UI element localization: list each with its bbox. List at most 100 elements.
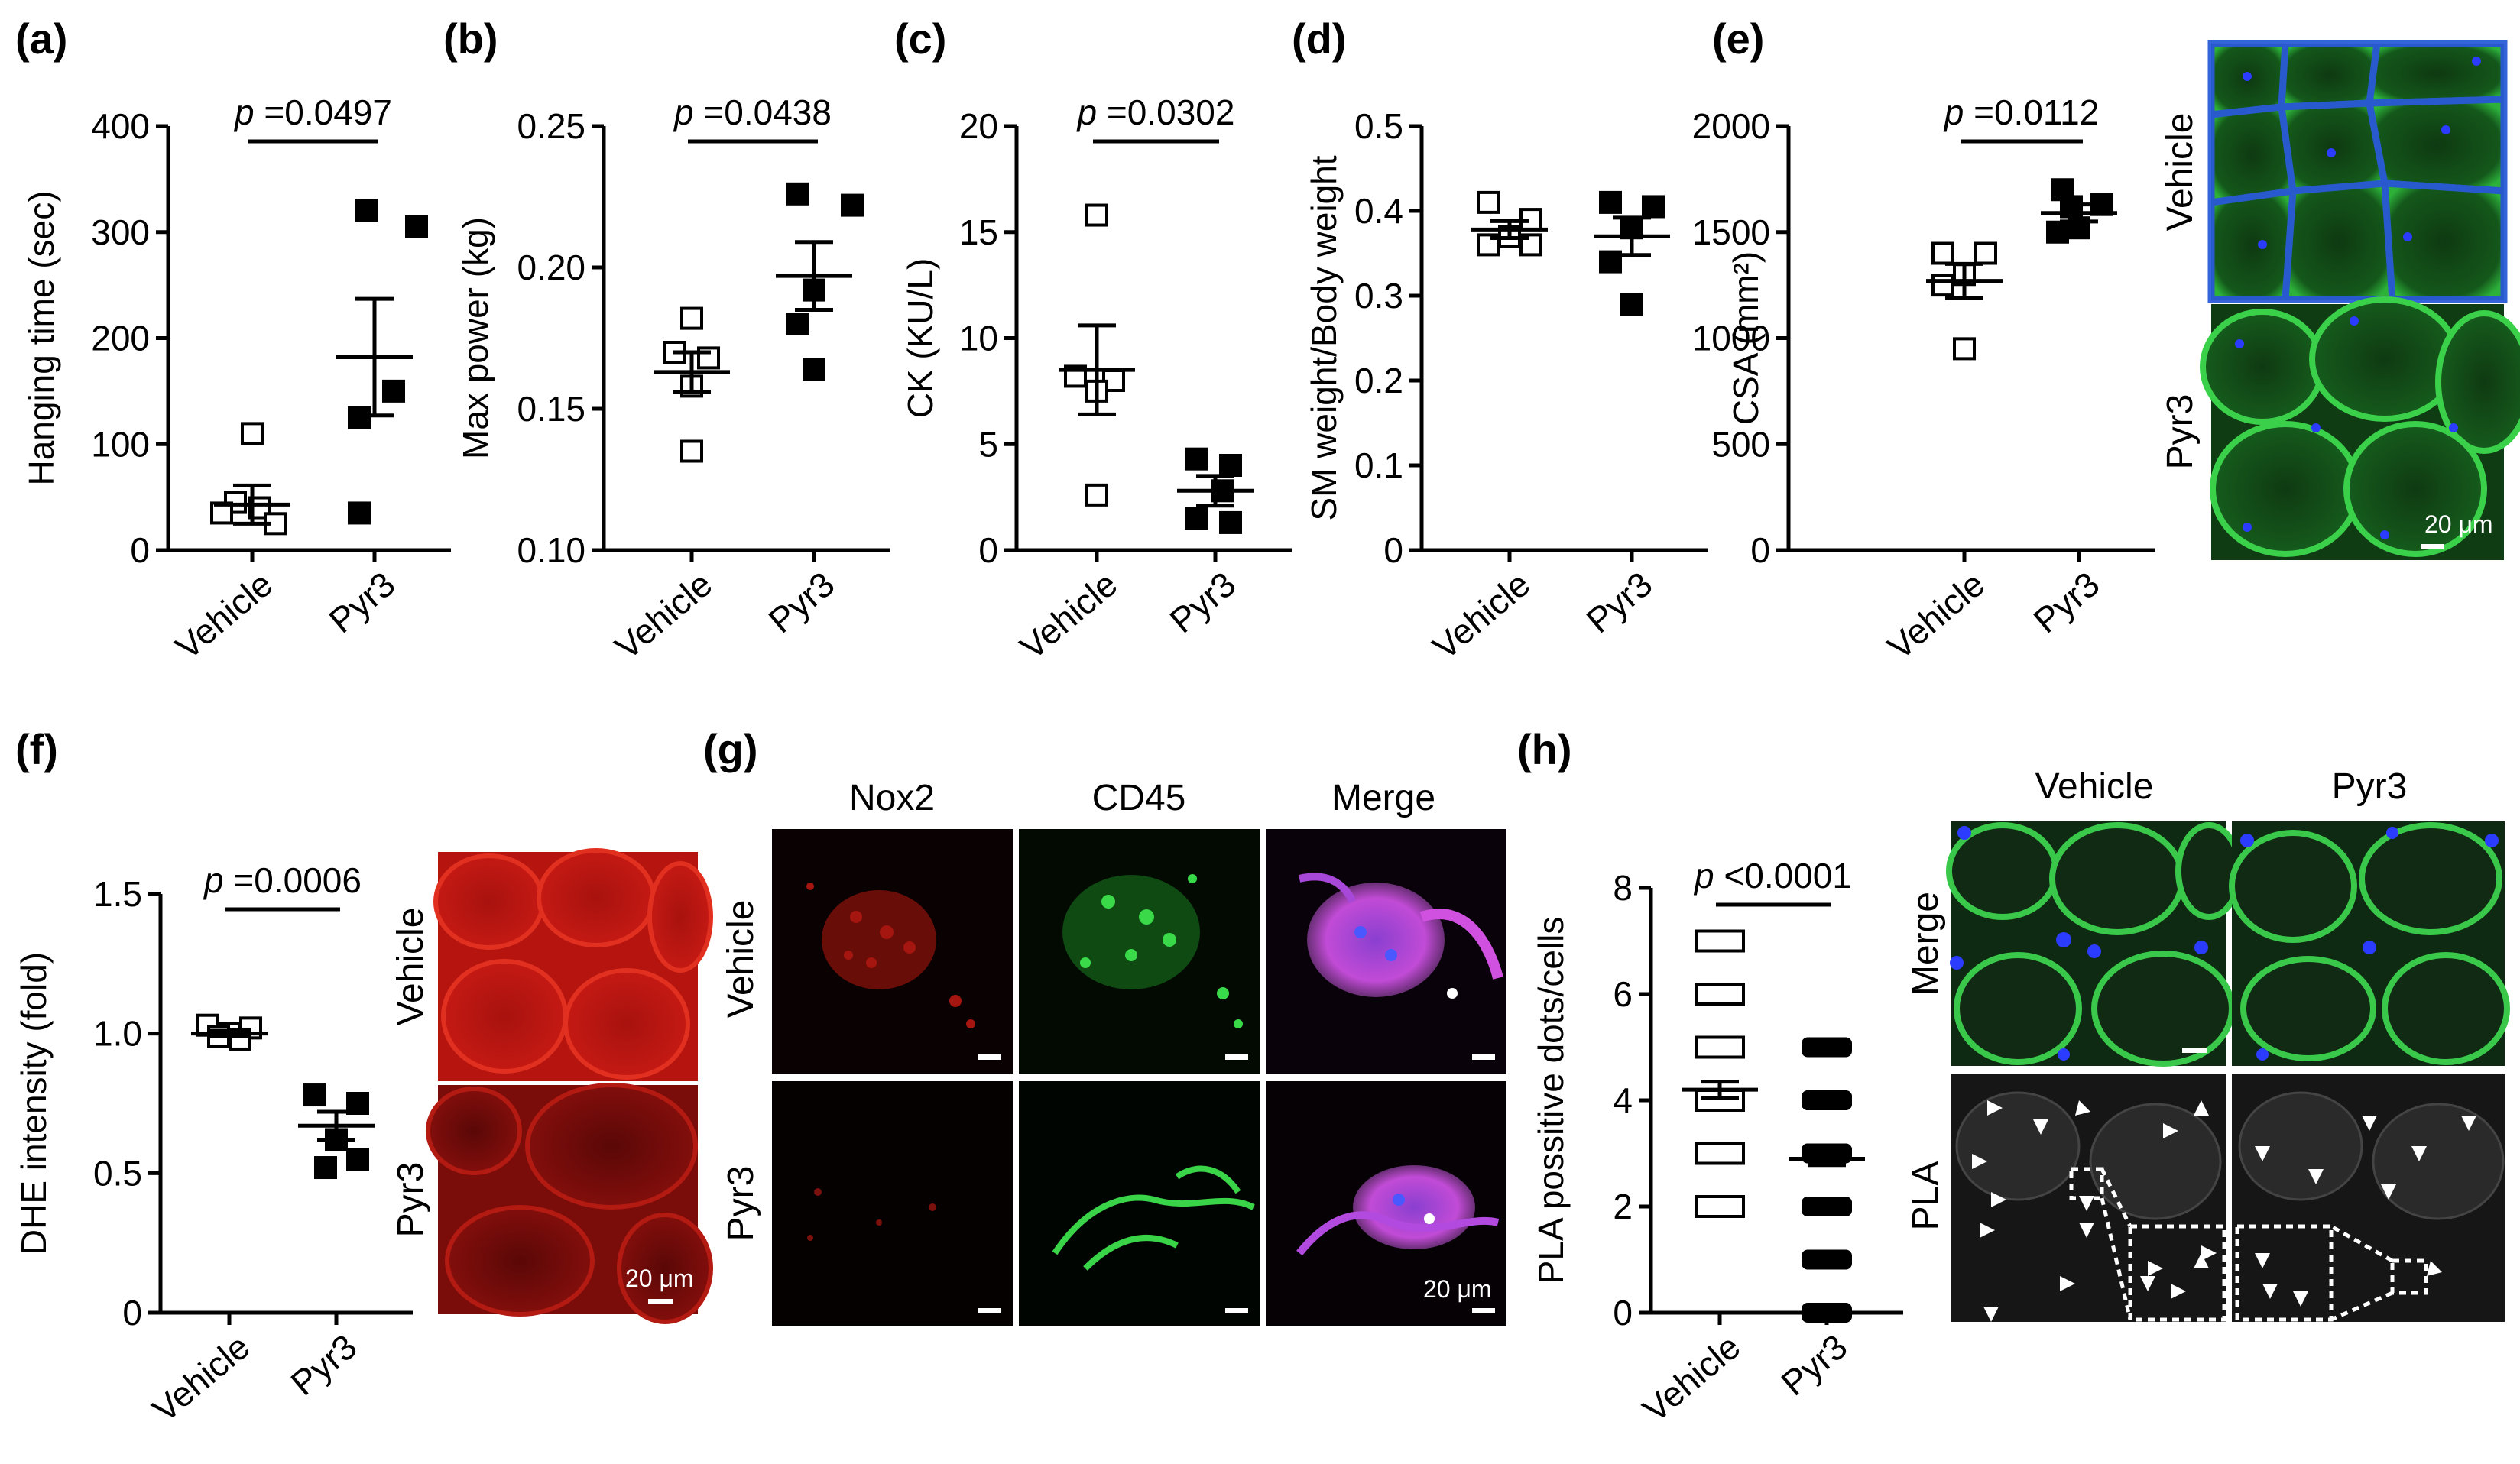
chart-ck: 0 5 10 15 20 CK (KU/L) Vehicle Pyr3 p =0.0302 [900,92,1292,667]
p-value-e: p =0.0112 [1943,92,2100,132]
micrograph-e-scale-label: 20 μm [2424,510,2493,538]
x-tick-label-f-0: Vehicle [144,1326,257,1430]
y-tick-label-a-1: 100 [91,424,150,464]
chart-csa: 0 500 1000 1500 2000 CSA (mm²) Vehicle Pyr3 p =0… [1692,92,2155,667]
x-tick-label-c-1: Pyr3 [1163,564,1244,641]
y-tick-label-h-0: 0 [1613,1293,1633,1333]
micrograph-g-pyr3-cd45-signal [1052,1165,1255,1271]
data-point-e-0-3 [1931,274,1954,297]
panel-label-e: (e) [1712,15,1764,63]
micrograph-e: 20 μm Vehicle Pyr3 [2160,40,2520,560]
micrograph-f-row-pyr3: Pyr3 [391,1162,431,1238]
micrograph-h-scale-bar [2182,1048,2207,1053]
micrograph-g-scale-1 [978,1054,1001,1060]
y-tick-label-d-2: 0.2 [1354,361,1403,400]
micrograph-f-row-vehicle: Vehicle [391,908,431,1026]
y-axis-label-a: Hanging time (sec) [21,190,61,485]
p-value-b: p =0.0438 [673,92,832,132]
data-point-e-1-4 [2046,220,2069,244]
y-axis-label-b: Max power (kg) [456,217,495,459]
data-point-d-0-0 [1477,190,1500,214]
data-point-b-1-1 [841,193,864,217]
chart-max-power: 0.10 0.15 0.20 0.25 Max power (kg) Vehicle Pyr… [456,92,890,667]
micrograph-h-pyr3-merge-cells [2229,822,2510,1065]
data-point-e-0-4 [1953,337,1976,361]
x-tick-label-h-1: Pyr3 [1774,1326,1855,1404]
data-point-h-1-2 [1802,1090,1852,1110]
data-point-h-1-7 [1802,1249,1852,1270]
y-axis-label-h: PLA possitive dots/cells [1531,917,1571,1284]
x-tick-label-e-0: Vehicle [1879,564,1992,667]
data-point-c-1-3 [1185,507,1208,530]
y-tick-label-h-3: 6 [1613,974,1633,1014]
p-value-h: p <0.0001 [1693,856,1852,896]
panel-label-a: (a) [15,15,67,63]
micrograph-e-row-vehicle: Vehicle [2160,113,2201,232]
y-axis-label-f: DHE intensity (fold) [14,952,54,1255]
panel-label-b: (b) [443,15,498,63]
y-tick-label-a-4: 400 [91,106,150,146]
x-tick-label-h-0: Vehicle [1635,1326,1747,1430]
y-tick-label-e-3: 1500 [1692,212,1770,252]
micrograph-g-pyr3-merge-signal [1296,1165,1500,1256]
micrograph-g-col-cd45: CD45 [1092,778,1186,818]
data-point-b-1-4 [803,358,825,381]
micrograph-h-col-vehicle: Vehicle [2035,766,2154,807]
x-tick-label-f-1: Pyr3 [284,1326,365,1404]
chart-sm-weight: 0 0.1 0.2 0.3 0.4 0.5SM weight/Body weight Veh… [1304,106,1708,667]
micrograph-g-scale-6 [1472,1308,1495,1313]
micrograph-g-scale-label: 20 μm [1423,1275,1492,1303]
data-point-c-1-4 [1219,510,1242,534]
micrograph-e-scale-bar [2421,544,2444,549]
micrograph-f-pyr3-cells [426,1083,713,1324]
data-point-f-1-3 [346,1148,369,1171]
panel-label-c: (c) [894,15,946,63]
data-point-h-1-6 [1802,1197,1852,1216]
data-point-c-1-0 [1185,447,1208,471]
panel-label-g: (g) [703,725,758,773]
data-point-a-0-0 [241,422,264,445]
micrograph-g-scale-2 [1225,1054,1248,1060]
micrograph-e-nuclei [2235,57,2481,539]
x-tick-label-b-1: Pyr3 [761,564,842,641]
micrograph-g-pyr3-nox2-signal [807,1188,936,1241]
p-value-f: p =0.0006 [203,860,362,900]
data-point-d-1-1 [1642,195,1665,219]
data-point-h-0-0 [1695,929,1745,953]
data-point-f-1-4 [314,1156,337,1180]
y-tick-label-b-3: 0.25 [517,106,585,146]
micrograph-f-scale-label: 20 μm [625,1265,694,1292]
micrograph-g-row-pyr3: Pyr3 [721,1166,761,1242]
micrograph-h-vehicle-nuclei [1950,826,2208,1061]
micrograph-e-vehicle-cells [2207,40,2508,303]
data-point-f-1-0 [303,1083,326,1107]
y-tick-label-a-0: 0 [130,530,150,570]
micrograph-h-zoom-insets [2069,1167,2428,1322]
x-tick-label-d-0: Vehicle [1425,564,1537,667]
panel-label-f: (f) [15,725,58,773]
data-point-a-1-1 [405,215,428,238]
y-tick-label-f-0: 0 [122,1293,142,1333]
y-axis-label-c: CK (KU/L) [900,258,940,419]
data-point-h-0-1 [1695,983,1745,1006]
micrograph-g-vehicle-nox2-signal [806,883,975,1028]
micrograph-h-pla-arrowheads [1972,1100,2476,1322]
x-tick-label-e-1: Pyr3 [2026,564,2107,641]
data-point-h-0-8 [1695,1195,1745,1218]
data-point-d-1-4 [1620,293,1643,316]
y-tick-label-b-2: 0.20 [517,248,585,287]
panel-label-d: (d) [1292,15,1347,63]
data-point-b-1-3 [786,313,809,335]
y-tick-label-d-5: 0.5 [1354,106,1403,146]
micrograph-h-row-pla: PLA [1905,1161,1946,1231]
micrograph-h-row-merge: Merge [1905,892,1946,996]
data-point-h-1-0 [1802,1037,1852,1058]
micrograph-f-scale-bar [648,1299,673,1304]
y-tick-label-a-3: 300 [91,212,150,252]
data-point-h-1-8 [1802,1303,1852,1323]
y-tick-label-a-2: 200 [91,319,150,358]
y-tick-label-f-3: 1.5 [93,874,142,914]
micrograph-e-pyr3-cells [2200,296,2520,557]
y-tick-label-c-4: 20 [959,106,998,146]
